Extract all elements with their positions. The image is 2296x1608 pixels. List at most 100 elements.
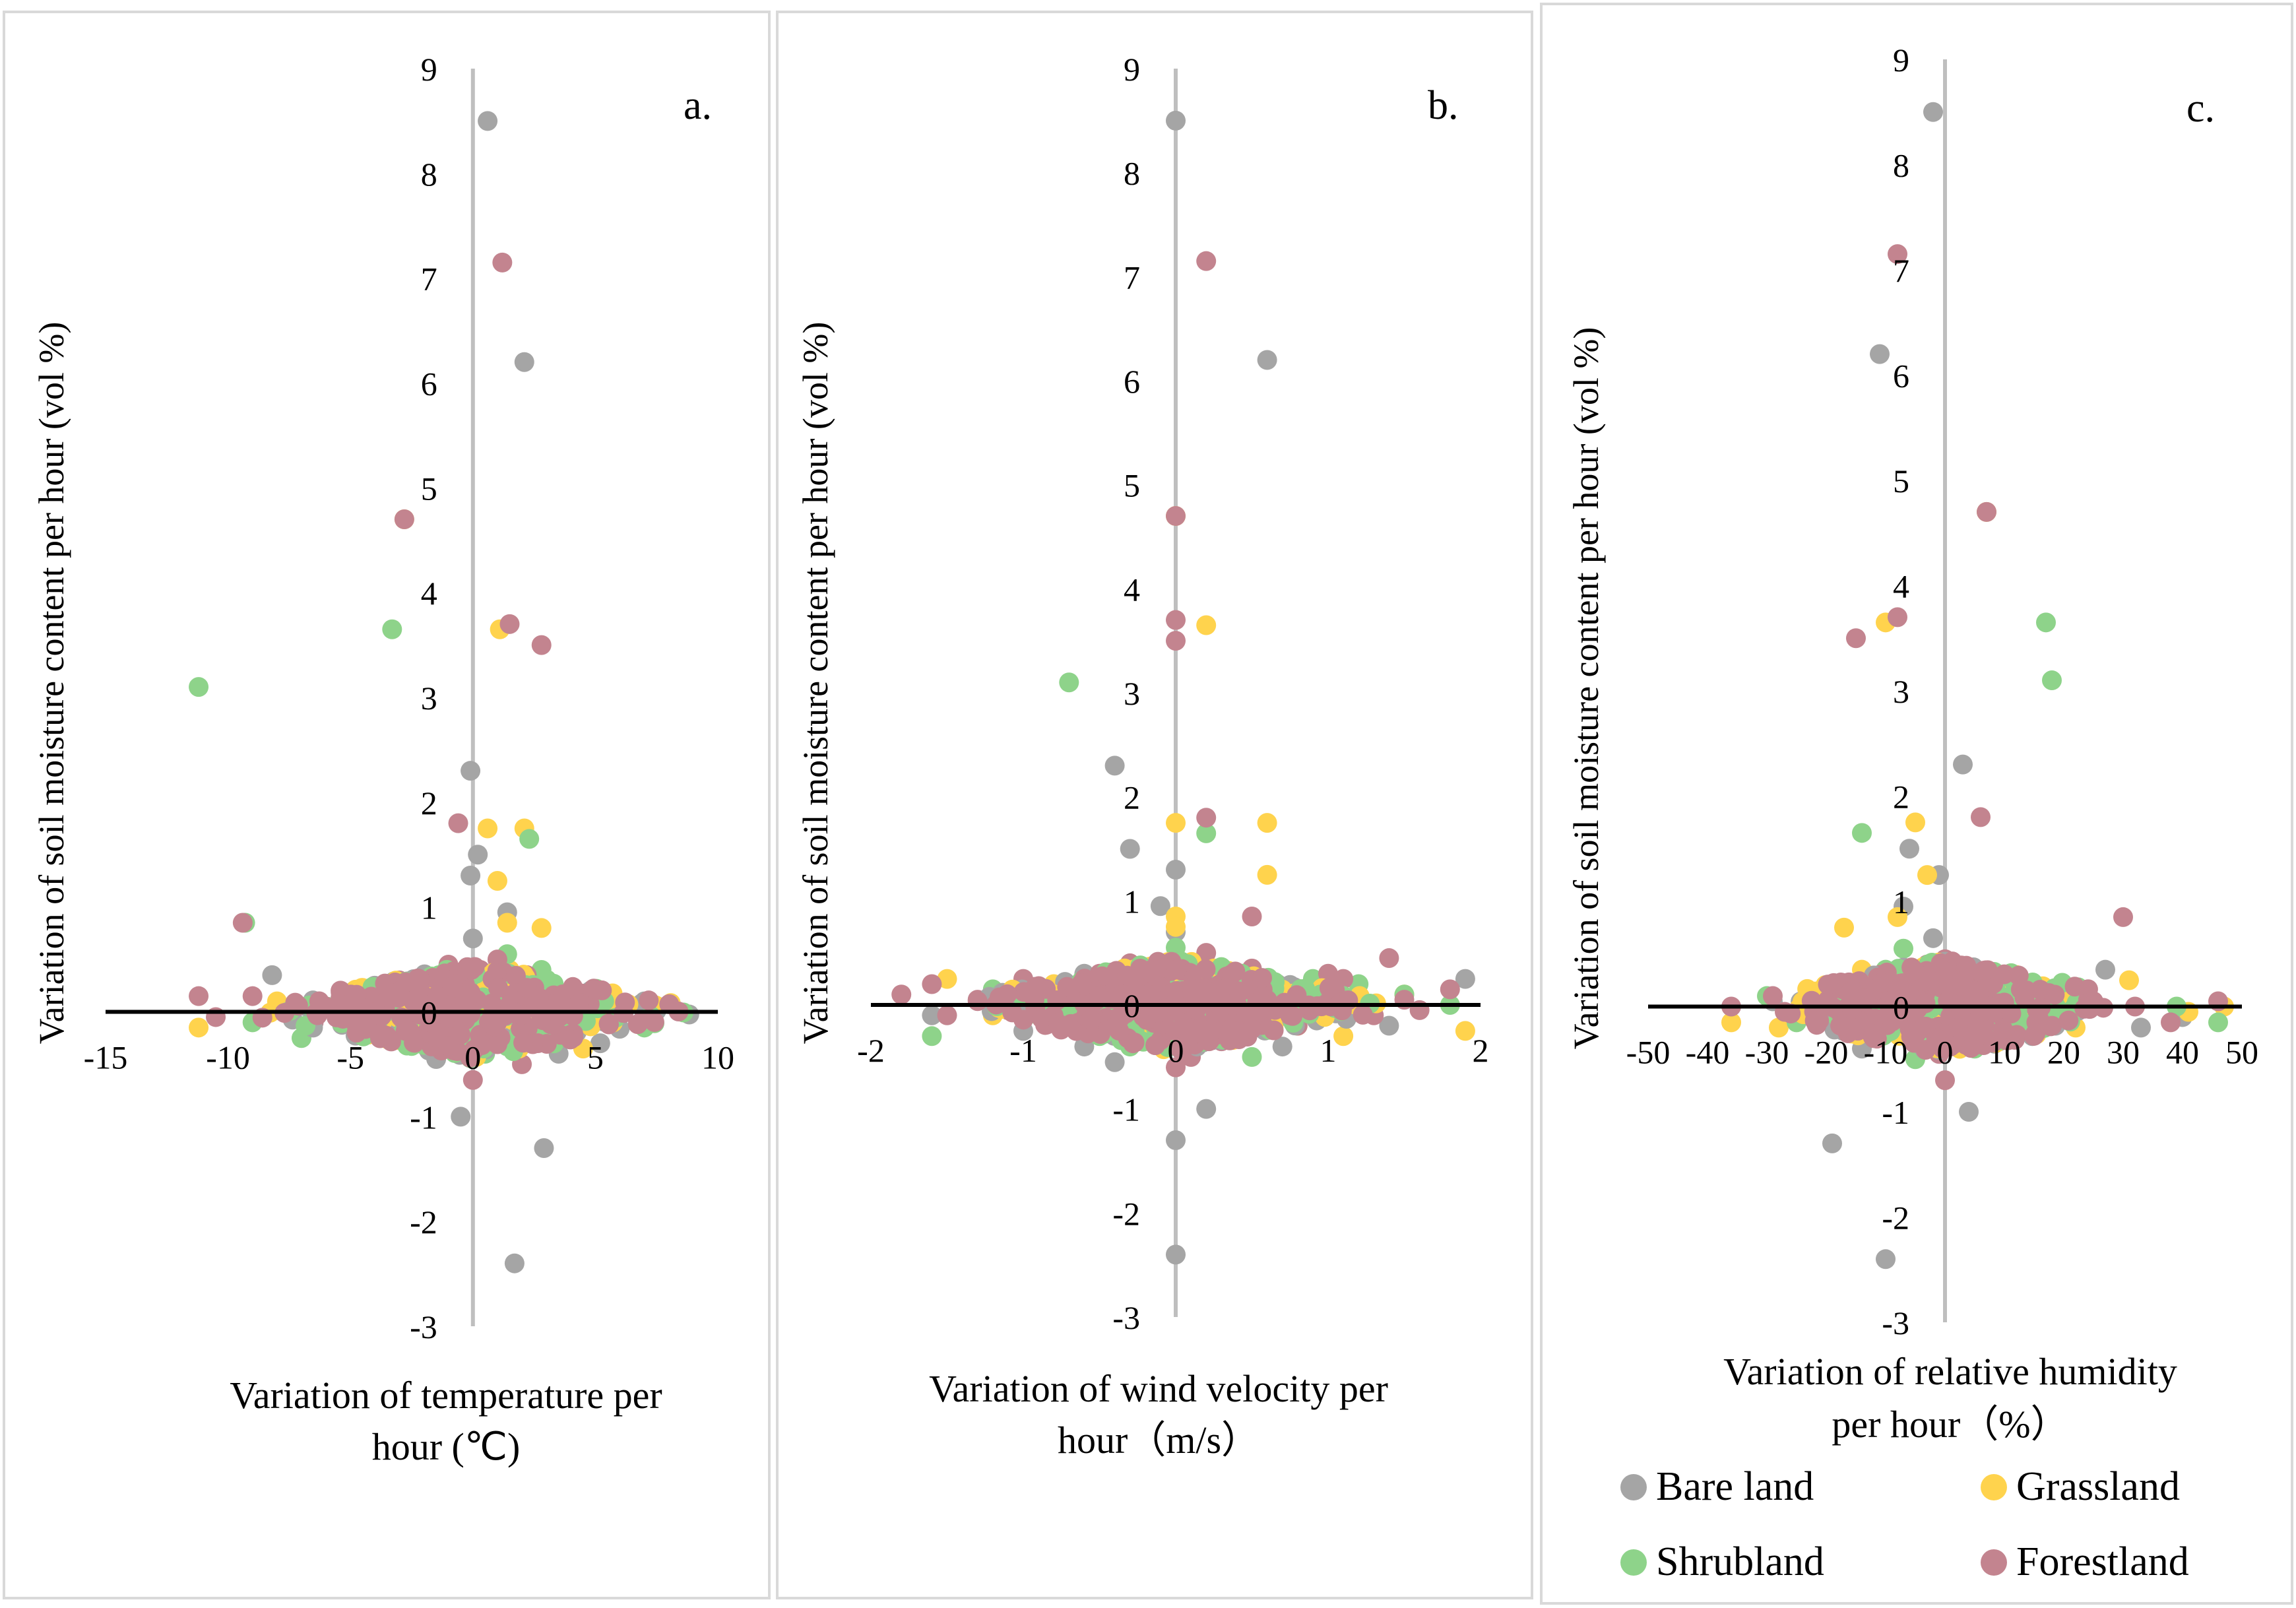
cluster-point-forestland-c <box>1904 960 1925 981</box>
point-forestland-b <box>1166 631 1186 651</box>
legend-label-forestland: Forestland <box>2016 1539 2189 1584</box>
cluster-point-forestland-b <box>1188 1022 1208 1043</box>
cluster-point-forestland-b <box>1229 982 1250 1003</box>
point-forestland-a <box>232 913 253 933</box>
point-bare-land-c <box>1876 1249 1896 1270</box>
cluster-point-forestland-b <box>989 987 1009 1008</box>
cluster-point-forestland-a <box>404 1033 424 1053</box>
point-bare-land-c <box>1959 1102 1979 1122</box>
cluster-point-forestland-c <box>2074 998 2095 1019</box>
point-bare-land-b <box>1166 860 1186 880</box>
cluster-point-forestland-c <box>1841 981 1861 1002</box>
point-shrubland-c <box>2042 670 2062 691</box>
cluster-point-forestland-a <box>488 978 509 998</box>
cluster-point-forestland-b <box>1319 978 1339 998</box>
cluster-point-forestland-c <box>2001 1004 2022 1024</box>
x-tick-label-b: 2 <box>1473 1032 1489 1069</box>
point-shrubland-b <box>922 1026 942 1046</box>
point-grassland-b <box>937 969 957 989</box>
x-axis-label-a-line2: hour (℃) <box>372 1425 521 1468</box>
point-bare-land-b <box>1166 110 1186 131</box>
cluster-point-forestland-a <box>459 1045 480 1066</box>
point-bare-land-b <box>1150 896 1170 917</box>
cluster-point-forestland-a <box>427 986 447 1006</box>
cluster-point-forestland-a <box>487 1013 507 1033</box>
point-forestland-b <box>937 1005 957 1025</box>
point-forestland-b <box>1196 943 1217 963</box>
y-tick-label-b: 7 <box>1124 259 1140 296</box>
cluster-point-forestland-a <box>487 1034 507 1054</box>
y-tick-label-a: 5 <box>421 470 437 507</box>
y-tick-label-c: 7 <box>1893 252 1909 289</box>
point-forestland-c <box>1763 986 1783 1006</box>
y-tick-label-b: 5 <box>1124 467 1140 504</box>
point-forestland-a <box>189 986 209 1006</box>
x-tick-label-b: 1 <box>1320 1032 1337 1069</box>
point-grassland-b <box>1257 813 1277 833</box>
point-forestland-b <box>1196 808 1217 828</box>
cluster-point-forestland-a <box>560 1029 581 1050</box>
cluster-point-forestland-b <box>1165 992 1186 1013</box>
cluster-point-forestland-b <box>1169 1038 1190 1058</box>
cluster-point-forestland-a <box>356 1019 376 1039</box>
point-shrubland-c <box>2208 1012 2228 1033</box>
y-axis-label-a: Variation of soil moisture content per h… <box>32 322 71 1045</box>
cluster-point-forestland-b <box>1139 961 1159 981</box>
cluster-point-forestland-a <box>511 1005 531 1025</box>
y-tick-label-b: 6 <box>1124 363 1140 400</box>
cluster-point-forestland-a <box>371 1006 392 1026</box>
cluster-point-forestland-a <box>309 991 329 1012</box>
point-forestland-a <box>531 635 552 655</box>
cluster-point-forestland-b <box>1131 984 1151 1005</box>
point-grassland-c <box>1834 917 1854 938</box>
y-tick-label-c: 5 <box>1893 463 1909 499</box>
cluster-point-forestland-b <box>1124 1032 1145 1052</box>
point-forestland-a <box>394 509 414 529</box>
point-bare-land-a <box>468 845 488 865</box>
point-bare-land-c <box>1923 102 1943 122</box>
cluster-point-forestland-b <box>1228 1029 1249 1049</box>
point-bare-land-a <box>534 1138 554 1158</box>
point-grassland-c <box>1905 812 1925 833</box>
y-tick-label-b: 9 <box>1124 51 1140 88</box>
point-grassland-c <box>1769 1017 1789 1038</box>
point-bare-land-c <box>2131 1017 2151 1038</box>
point-grassland-a <box>531 918 552 938</box>
y-tick-label-b: 2 <box>1124 779 1140 816</box>
x-tick-label-a: 10 <box>701 1039 734 1076</box>
cluster-point-forestland-b <box>1047 990 1068 1010</box>
point-grassland-a <box>487 870 507 891</box>
point-bare-land-c <box>1899 839 1919 859</box>
cluster-point-forestland-c <box>1956 955 1977 976</box>
x-tick-label-c: -30 <box>1745 1034 1789 1071</box>
point-shrubland-b <box>1059 672 1079 693</box>
cluster-point-forestland-a <box>639 990 659 1011</box>
cluster-point-forestland-b <box>1112 984 1133 1005</box>
point-grassland-c <box>2119 970 2139 990</box>
cluster-point-forestland-c <box>1951 1000 1971 1021</box>
point-bare-land-c <box>1822 1133 1842 1153</box>
y-tick-label-a: -2 <box>410 1204 437 1240</box>
y-tick-label-b: 3 <box>1124 675 1140 712</box>
point-bare-land-b <box>1166 1130 1186 1150</box>
point-shrubland-a <box>382 619 402 639</box>
cluster-point-forestland-a <box>517 978 537 998</box>
point-bare-land-a <box>451 1107 471 1127</box>
y-tick-label-a: 1 <box>421 889 437 926</box>
point-bare-land-b <box>1120 839 1140 859</box>
x-axis-label-a-line1: Variation of temperature per <box>230 1374 662 1417</box>
point-grassland-c <box>1888 907 1907 927</box>
cluster-point-forestland-b <box>1252 968 1273 988</box>
point-shrubland-a <box>189 677 209 697</box>
y-tick-label-a: 8 <box>421 156 437 193</box>
point-bare-land-b <box>1257 350 1277 370</box>
cluster-point-forestland-b <box>1280 1005 1300 1025</box>
x-axis-label-c-line2: per hour（%） <box>1832 1403 2068 1446</box>
point-forestland-a <box>492 252 513 273</box>
cluster-point-forestland-b <box>1225 961 1246 982</box>
scatter-chart-b: -3 -2 -1 0 1 2 3 4 5 6 7 8 9 -2 -1 0 1 2 b. Variation of … <box>796 51 1489 1462</box>
cluster-point-forestland-a <box>644 1012 664 1032</box>
y-tick-label-b: -1 <box>1112 1091 1140 1128</box>
point-forestland-a <box>462 1070 483 1090</box>
cluster-point-forestland-b <box>1166 959 1187 980</box>
